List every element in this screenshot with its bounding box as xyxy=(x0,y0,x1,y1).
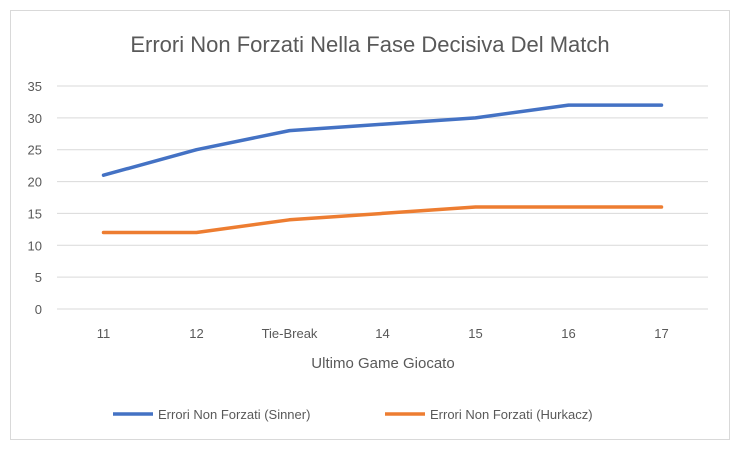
chart-title: Errori Non Forzati Nella Fase Decisiva D… xyxy=(130,32,609,57)
legend-label: Errori Non Forzati (Hurkacz) xyxy=(430,407,593,422)
x-tick-label: 14 xyxy=(375,326,389,341)
series-line-sinner xyxy=(101,103,664,177)
data-point xyxy=(660,103,663,107)
y-tick-label: 5 xyxy=(35,270,42,285)
x-axis-ticks: 11 12 Tie-Break 14 15 16 17 xyxy=(97,326,669,341)
x-tick-label: 11 xyxy=(97,326,111,341)
data-point xyxy=(102,231,105,235)
x-tick-label: Tie-Break xyxy=(262,326,318,341)
data-point xyxy=(102,173,105,177)
y-tick-label: 35 xyxy=(28,79,42,94)
x-tick-label: 16 xyxy=(561,326,575,341)
y-tick-label: 0 xyxy=(35,302,42,317)
x-tick-label: 15 xyxy=(468,326,482,341)
data-point xyxy=(381,122,384,126)
series-line-hurkacz xyxy=(101,205,664,235)
data-point xyxy=(474,116,477,120)
legend-label: Errori Non Forzati (Sinner) xyxy=(158,407,310,422)
gridlines xyxy=(57,85,708,310)
data-point xyxy=(195,148,198,152)
data-point xyxy=(288,218,291,222)
y-tick-label: 30 xyxy=(28,111,42,126)
data-point xyxy=(660,205,663,209)
data-point xyxy=(474,205,477,209)
data-point xyxy=(567,103,570,107)
y-tick-label: 25 xyxy=(28,143,42,158)
y-tick-label: 10 xyxy=(28,238,42,253)
x-tick-label: 17 xyxy=(654,326,668,341)
series-lines xyxy=(101,103,664,235)
y-axis-ticks: 0 5 10 15 20 25 30 35 xyxy=(28,79,42,317)
data-point xyxy=(288,129,291,133)
x-axis-title: Ultimo Game Giocato xyxy=(311,355,454,372)
data-point xyxy=(195,231,198,235)
y-tick-label: 20 xyxy=(28,175,42,190)
legend: Errori Non Forzati (Sinner) Errori Non Fo… xyxy=(113,407,593,422)
data-point xyxy=(567,205,570,209)
chart-frame xyxy=(10,10,730,440)
x-tick-label: 12 xyxy=(189,326,203,341)
data-point xyxy=(381,211,384,215)
y-tick-label: 15 xyxy=(28,206,42,221)
